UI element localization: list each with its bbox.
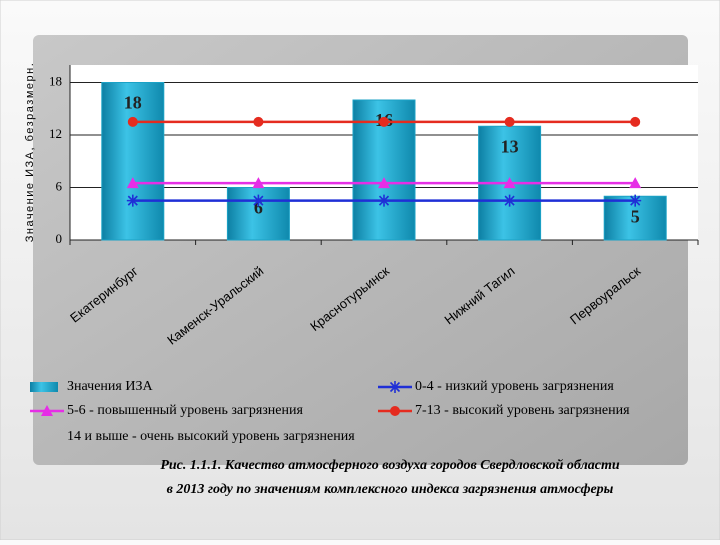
marker: [253, 116, 264, 127]
y-axis-label: Значение ИЗА, безразмерн.: [24, 62, 36, 243]
marker: [252, 177, 265, 189]
marker: [504, 116, 515, 127]
marker: [378, 194, 390, 207]
caption: в 2013 году по значениям комплексного ин…: [167, 482, 614, 497]
legend-label: 7-13 - высокий уровень загрязнения: [415, 403, 630, 418]
marker: [629, 177, 642, 189]
marker: [126, 194, 139, 207]
data-label: 5: [631, 206, 640, 226]
data-label: 18: [124, 93, 142, 113]
marker: [630, 116, 641, 127]
legend-label: 5-6 - повышенный уровень загрязнения: [67, 403, 303, 418]
marker: [378, 177, 390, 189]
marker: [503, 177, 516, 189]
marker: [379, 116, 389, 127]
caption: Рис. 1.1.1. Качество атмосферного воздух…: [160, 458, 620, 473]
y-tick-label: 0: [56, 231, 63, 246]
marker: [390, 406, 400, 416]
marker: [503, 194, 516, 207]
legend-swatch: [30, 382, 58, 392]
legend-label: Значения ИЗА: [67, 379, 153, 394]
marker: [126, 177, 139, 189]
y-tick-label: 6: [56, 178, 63, 193]
legend-label: 14 и выше - очень высокий уровень загряз…: [67, 429, 355, 444]
data-label: 13: [501, 136, 519, 156]
marker: [252, 194, 265, 207]
marker: [127, 116, 138, 127]
y-tick-label: 18: [49, 73, 62, 88]
marker: [629, 194, 642, 207]
bar: [101, 82, 165, 241]
legend-label: 0-4 - низкий уровень загрязнения: [415, 379, 614, 394]
y-tick-label: 12: [49, 126, 62, 141]
marker: [389, 381, 401, 393]
data-label: 6: [254, 198, 263, 218]
marker: [41, 405, 53, 416]
